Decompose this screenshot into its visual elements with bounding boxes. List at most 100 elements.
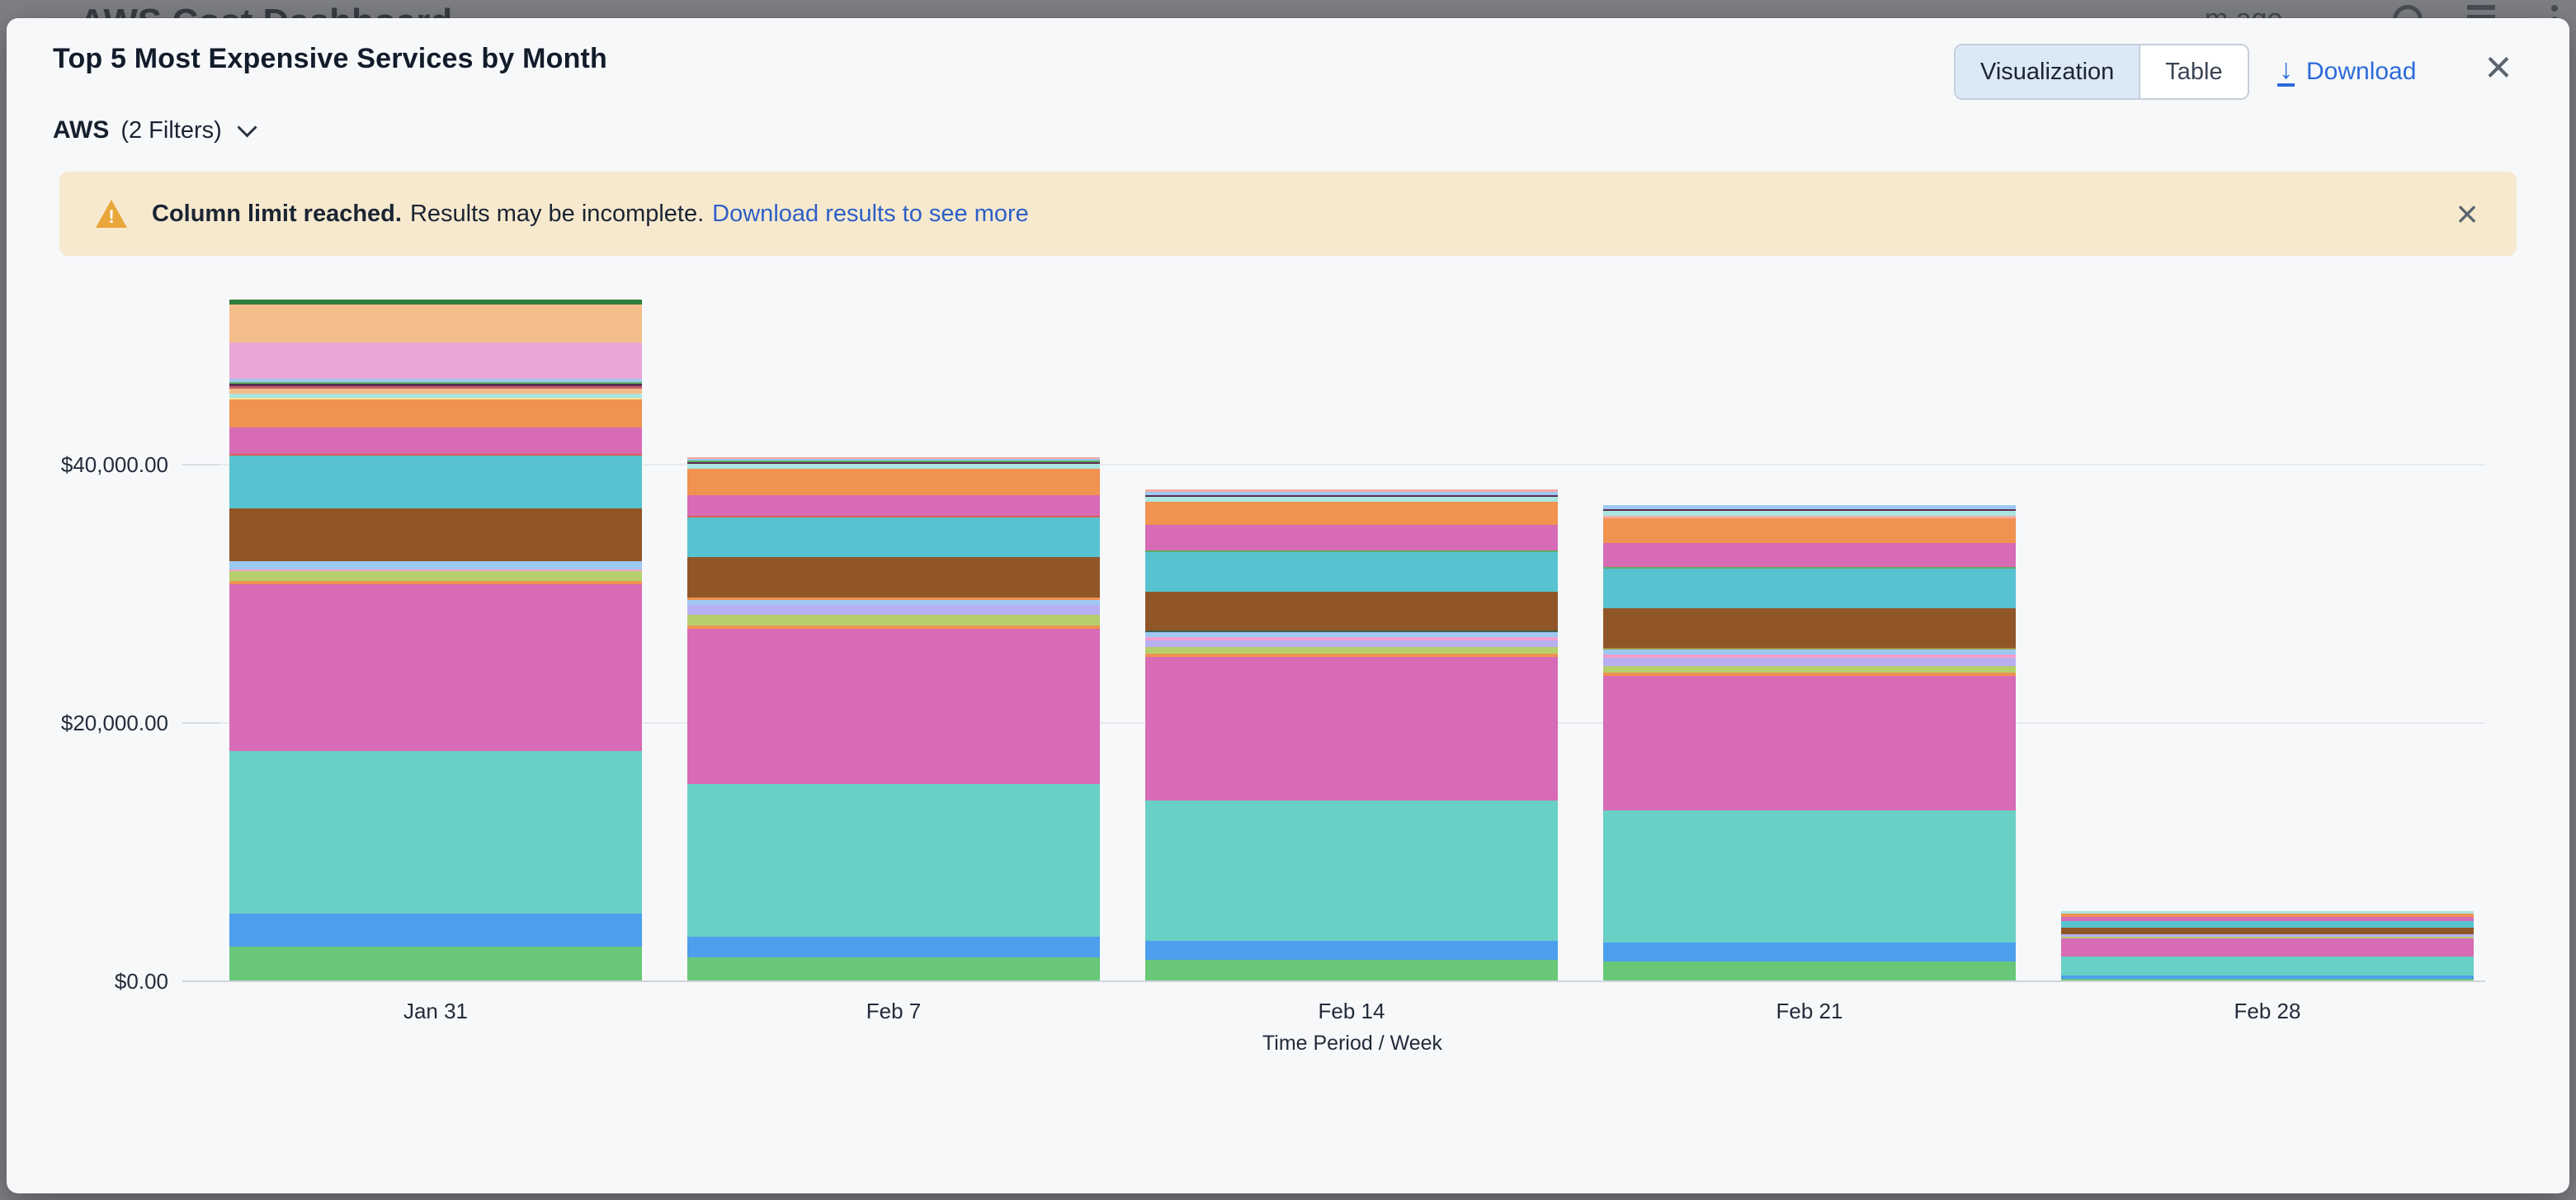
bar-segment[interactable]	[687, 957, 1100, 980]
bar-segment[interactable]	[229, 453, 642, 456]
bar-segment[interactable]	[687, 456, 1100, 459]
bar-segment[interactable]	[1145, 656, 1558, 801]
bar-segment[interactable]	[1145, 646, 1558, 654]
bar-segment[interactable]	[229, 388, 642, 394]
bar-segment[interactable]	[1603, 654, 2016, 658]
bar-segment[interactable]	[1603, 508, 2016, 511]
tab-visualization[interactable]: Visualization	[1956, 45, 2140, 98]
bar-segment[interactable]	[687, 625, 1100, 630]
bar-segment[interactable]	[1145, 551, 1558, 593]
bar-segment[interactable]	[1603, 810, 2016, 943]
bar-segment[interactable]	[1603, 542, 2016, 567]
bar-segment[interactable]	[2061, 913, 2474, 917]
bar-segment[interactable]	[687, 614, 1100, 626]
bar-segment[interactable]	[1603, 942, 2016, 961]
bar-segment[interactable]	[229, 455, 642, 508]
bar-segment[interactable]	[687, 557, 1100, 598]
bar-segment[interactable]	[687, 598, 1100, 600]
bar-segment[interactable]	[2061, 916, 2474, 921]
banner-dismiss-button[interactable]: ×	[2446, 192, 2489, 235]
bar-segment[interactable]	[1145, 959, 1558, 980]
bar-segment[interactable]	[229, 560, 642, 569]
bar-segment[interactable]	[1145, 640, 1558, 647]
bar-segment[interactable]	[1603, 510, 2016, 516]
bar-segment[interactable]	[1145, 801, 1558, 941]
bar-segment[interactable]	[229, 378, 642, 382]
bar-segment[interactable]	[687, 783, 1100, 937]
bar-segment[interactable]	[2061, 956, 2474, 976]
bar-segment[interactable]	[2061, 920, 2474, 928]
bar-segment[interactable]	[687, 515, 1100, 518]
bar-segment[interactable]	[687, 464, 1100, 470]
bar-segment[interactable]	[229, 381, 642, 384]
bar[interactable]	[229, 299, 642, 980]
bar-segment[interactable]	[687, 629, 1100, 784]
bar[interactable]	[687, 456, 1100, 980]
bar-segment[interactable]	[229, 508, 642, 561]
bar-segment[interactable]	[229, 342, 642, 379]
bar-segment[interactable]	[229, 913, 642, 947]
bar-segment[interactable]	[2061, 910, 2474, 914]
bar-segment[interactable]	[1603, 657, 2016, 666]
bar-segment[interactable]	[2061, 978, 2474, 980]
bar-segment[interactable]	[1145, 524, 1558, 550]
bar[interactable]	[1603, 504, 2016, 980]
bar-segment[interactable]	[1145, 630, 1558, 632]
bar-segment[interactable]	[1145, 550, 1558, 552]
bar-segment[interactable]	[229, 750, 642, 914]
bar-segment[interactable]	[229, 393, 642, 398]
bar-segment[interactable]	[229, 304, 642, 343]
bar-segment[interactable]	[1603, 504, 2016, 509]
bar-segment[interactable]	[1145, 501, 1558, 525]
bar-segment[interactable]	[1603, 566, 2016, 569]
bar-segment[interactable]	[687, 462, 1100, 465]
bar-segment[interactable]	[1145, 940, 1558, 960]
bar-segment[interactable]	[229, 569, 642, 571]
bar[interactable]	[1145, 489, 1558, 980]
bar-segment[interactable]	[2061, 938, 2474, 957]
bar-segment[interactable]	[687, 936, 1100, 957]
bar-segment[interactable]	[687, 600, 1100, 605]
bar-segment[interactable]	[2061, 936, 2474, 938]
bar-segment[interactable]	[1603, 647, 2016, 650]
bar-segment[interactable]	[229, 383, 642, 386]
bar-segment[interactable]	[229, 580, 642, 584]
bar-segment[interactable]	[2061, 933, 2474, 937]
bar-segment[interactable]	[1603, 649, 2016, 654]
filter-dropdown[interactable]: AWS (2 Filters)	[53, 114, 257, 147]
bar[interactable]	[2061, 910, 2474, 980]
bar-segment[interactable]	[229, 299, 642, 305]
bar-segment[interactable]	[2061, 927, 2474, 934]
bar-segment[interactable]	[1145, 489, 1558, 492]
bar-segment[interactable]	[1145, 636, 1558, 640]
download-button[interactable]: ↓ Download	[2277, 44, 2416, 100]
bar-segment[interactable]	[1145, 497, 1558, 502]
bar-segment[interactable]	[229, 399, 642, 428]
bar-segment[interactable]	[1603, 665, 2016, 673]
bar-segment[interactable]	[687, 459, 1100, 461]
bar-segment[interactable]	[1603, 607, 2016, 648]
bar-segment[interactable]	[229, 570, 642, 581]
bar-segment[interactable]	[1603, 517, 2016, 543]
bar-segment[interactable]	[687, 461, 1100, 463]
bar-segment[interactable]	[687, 469, 1100, 495]
bar-segment[interactable]	[229, 583, 642, 751]
bar-segment[interactable]	[1145, 491, 1558, 495]
bar-segment[interactable]	[1145, 592, 1558, 631]
tab-table[interactable]: Table	[2139, 45, 2248, 98]
bar-segment[interactable]	[1145, 495, 1558, 498]
bar-segment[interactable]	[1145, 631, 1558, 637]
bar-segment[interactable]	[229, 385, 642, 389]
bar-segment[interactable]	[1603, 568, 2016, 608]
dialog-close-button[interactable]: ×	[2474, 36, 2523, 96]
banner-link[interactable]: Download results to see more	[712, 200, 1029, 227]
bar-segment[interactable]	[1603, 675, 2016, 811]
bar-segment[interactable]	[687, 494, 1100, 516]
bar-segment[interactable]	[229, 946, 642, 980]
bar-segment[interactable]	[2061, 975, 2474, 979]
bar-segment[interactable]	[687, 604, 1100, 615]
bar-segment[interactable]	[1603, 515, 2016, 518]
bar-segment[interactable]	[687, 517, 1100, 558]
bar-segment[interactable]	[1603, 961, 2016, 980]
bar-segment[interactable]	[1145, 653, 1558, 657]
